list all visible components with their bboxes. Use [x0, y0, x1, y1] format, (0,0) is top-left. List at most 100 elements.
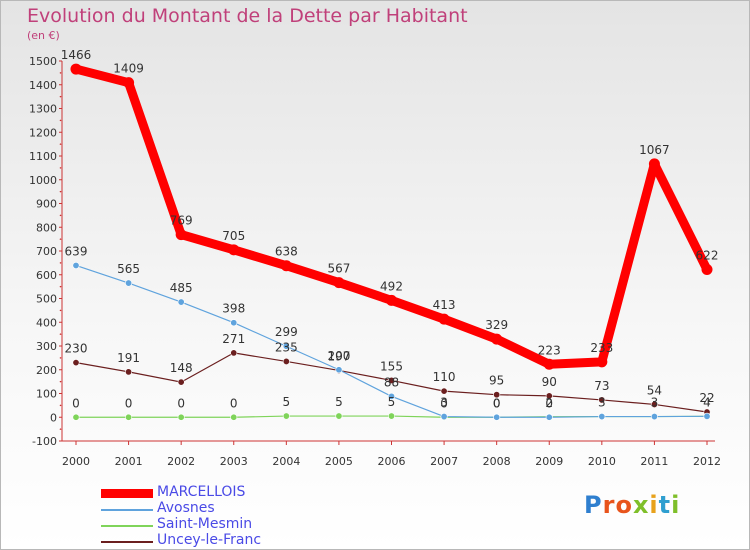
y-tick-label: 600	[36, 269, 57, 282]
data-label-uncey-le-franc: 54	[647, 383, 662, 397]
logo-letter: x	[632, 491, 650, 519]
point-saint-mesmin	[387, 412, 395, 420]
data-label-uncey-le-franc: 235	[275, 340, 298, 354]
data-label-avosnes: 639	[65, 244, 88, 258]
y-tick-label: 1400	[29, 79, 57, 92]
point-marcellois	[70, 63, 82, 75]
data-label-marcellois: 1067	[639, 143, 670, 157]
y-tick-label: 1100	[29, 150, 57, 163]
point-saint-mesmin	[177, 413, 185, 421]
chart-title: Evolution du Montant de la Dette par Hab…	[27, 5, 468, 27]
point-marcellois	[491, 333, 503, 345]
x-tick-label: 2003	[220, 455, 248, 468]
y-tick-label: 700	[36, 245, 57, 258]
y-tick-label: 900	[36, 198, 57, 211]
legend-label-avosnes: Avosnes	[157, 500, 215, 516]
point-avosnes	[387, 392, 395, 400]
y-axis-unit: (en €)	[27, 29, 60, 42]
data-label-uncey-le-franc: 22	[699, 391, 714, 405]
y-minor-tick	[59, 309, 62, 312]
data-label-avosnes: 3	[651, 396, 659, 410]
y-tick-label: 800	[36, 221, 57, 234]
y-tick-label: 200	[36, 364, 57, 377]
logo-letter: t	[658, 491, 672, 519]
x-tick-label: 2012	[693, 455, 721, 468]
data-label-saint-mesmin: 0	[177, 396, 185, 410]
x-tick-label: 2004	[272, 455, 300, 468]
y-tick-label: 300	[36, 340, 57, 353]
y-minor-tick	[59, 119, 62, 122]
x-tick-label: 2011	[640, 455, 668, 468]
data-label-avosnes: 0	[545, 396, 553, 410]
data-label-avosnes: 485	[170, 281, 193, 295]
data-label-uncey-le-franc: 191	[117, 351, 140, 365]
data-label-avosnes: 565	[117, 262, 140, 276]
point-marcellois	[333, 277, 345, 289]
point-saint-mesmin	[230, 413, 238, 421]
y-tick-label: 1300	[29, 103, 57, 116]
data-label-uncey-le-franc: 90	[542, 375, 557, 389]
point-marcellois	[123, 77, 135, 89]
logo-letter: P	[584, 491, 603, 519]
point-marcellois	[701, 264, 713, 276]
x-tick-label: 2002	[167, 455, 195, 468]
point-avosnes	[493, 413, 501, 421]
point-uncey-le-franc	[177, 378, 185, 386]
data-label-uncey-le-franc: 197	[327, 349, 350, 363]
point-uncey-le-franc	[387, 376, 395, 384]
point-avosnes	[335, 366, 343, 374]
data-label-saint-mesmin: 5	[283, 395, 291, 409]
data-label-marcellois: 492	[380, 279, 403, 293]
logo-letter: i	[671, 491, 681, 519]
x-tick-label: 2005	[325, 455, 353, 468]
point-avosnes	[440, 413, 448, 421]
data-label-marcellois: 1409	[113, 62, 144, 76]
y-minor-tick	[59, 333, 62, 335]
legend-label-marcellois: MARCELLOIS	[157, 484, 246, 500]
point-avosnes	[177, 298, 185, 306]
x-tick-label: 2000	[62, 455, 90, 468]
point-saint-mesmin	[72, 413, 80, 421]
data-label-uncey-le-franc: 148	[170, 361, 193, 375]
data-label-avosnes: 299	[275, 325, 298, 339]
data-label-marcellois: 622	[696, 249, 719, 263]
point-avosnes	[703, 412, 711, 420]
data-label-marcellois: 769	[170, 214, 193, 228]
y-minor-tick	[59, 72, 62, 74]
y-tick-label: 1500	[29, 55, 57, 68]
x-tick-label: 2001	[115, 455, 143, 468]
y-tick-label: 400	[36, 316, 57, 329]
y-tick-label: 0	[50, 411, 57, 424]
data-label-avosnes: 3	[598, 396, 606, 410]
data-label-uncey-le-franc: 271	[222, 332, 245, 346]
data-label-saint-mesmin: 2	[545, 396, 553, 410]
data-label-avosnes: 398	[222, 302, 245, 316]
point-marcellois	[280, 260, 292, 272]
x-tick-label: 2007	[430, 455, 458, 468]
y-tick-label: -100	[32, 435, 57, 448]
point-marcellois	[386, 294, 397, 306]
proxiti-logo: Proxiti	[584, 491, 680, 519]
point-marcellois	[596, 356, 608, 368]
y-tick-label: 1200	[29, 126, 57, 139]
y-minor-tick	[59, 285, 62, 288]
data-label-saint-mesmin: 0	[440, 396, 448, 410]
data-label-avosnes: 3	[440, 396, 448, 410]
point-marcellois	[228, 244, 240, 256]
legend-swatch-avosnes	[101, 509, 153, 511]
data-label-marcellois: 329	[485, 318, 508, 332]
point-avosnes	[650, 413, 658, 421]
y-minor-tick	[59, 238, 62, 240]
logo-letter: r	[602, 491, 616, 519]
data-label-marcellois: 413	[433, 298, 456, 312]
data-label-saint-mesmin: 5	[388, 395, 396, 409]
point-uncey-le-franc	[598, 396, 606, 404]
y-tick-label: 500	[36, 293, 57, 306]
y-minor-tick	[59, 428, 62, 430]
data-label-saint-mesmin: 0	[72, 396, 80, 410]
data-label-uncey-le-franc: 73	[594, 379, 609, 393]
point-saint-mesmin	[335, 412, 343, 420]
point-uncey-le-franc	[440, 387, 448, 395]
